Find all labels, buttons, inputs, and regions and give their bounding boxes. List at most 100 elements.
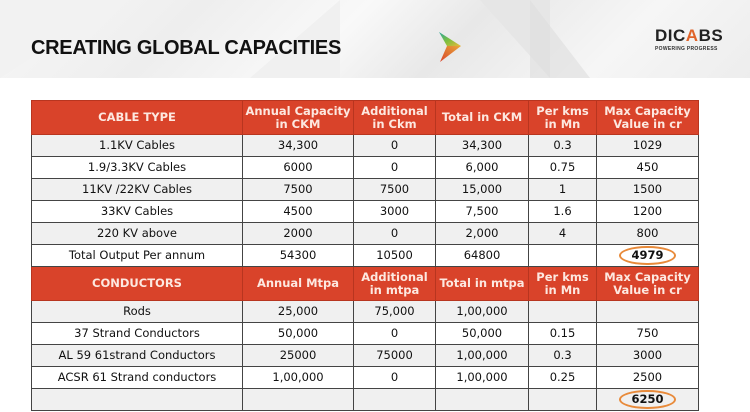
cell: 0.75 [528,156,597,179]
cell: 33KV Cables [31,200,243,223]
cell: 1.6 [528,200,597,223]
multicolor-arrow-icon [439,32,461,62]
col-header: Max Capacity Value in cr [596,266,699,301]
capacity-table: CABLE TYPE Annual Capacity in CKM Additi… [31,100,699,411]
cell [435,388,529,411]
cell: 0.25 [528,366,597,389]
col-header: Max Capacity Value in cr [596,100,699,135]
cell: AL 59 61strand Conductors [31,344,243,367]
cell: 7500 [353,178,436,201]
banner-facet [250,0,340,78]
cell [31,388,243,411]
cell: 0.3 [528,134,597,157]
cell: 1200 [596,200,699,223]
cell: 1,00,000 [242,366,354,389]
cell: 15,000 [435,178,529,201]
col-header: Annual Mtpa [242,266,354,301]
cell: 11KV /22KV Cables [31,178,243,201]
cell: 4500 [242,200,354,223]
cell: 1.9/3.3KV Cables [31,156,243,179]
cell: 0.15 [528,322,597,345]
cell [596,300,699,323]
cell: 1,00,000 [435,366,529,389]
cell [242,388,354,411]
banner-facet [0,0,120,78]
cell: 4 [528,222,597,245]
col-header: Additional in mtpa [353,266,436,301]
cell: 1029 [596,134,699,157]
cell: 6,000 [435,156,529,179]
col-header: Additional in Ckm [353,100,436,135]
cable-header-row: CABLE TYPE Annual Capacity in CKM Additi… [31,100,699,135]
cell: Rods [31,300,243,323]
cell: 750 [596,322,699,345]
cell [528,300,597,323]
cell: 50,000 [242,322,354,345]
cell [353,388,436,411]
cell: 7,500 [435,200,529,223]
slide-title: CREATING GLOBAL CAPACITIES [31,37,341,59]
cell: 4979 [596,244,699,267]
table-row: 33KV Cables 4500 3000 7,500 1.6 1200 [31,200,699,223]
cell: 54300 [242,244,354,267]
table-row: AL 59 61strand Conductors 25000 75000 1,… [31,344,699,367]
brand-tagline: POWERING PROGRESS [655,46,718,52]
cell: 0 [353,222,436,245]
cell: 64800 [435,244,529,267]
cell: 0 [353,322,436,345]
cell: 2500 [596,366,699,389]
cell: 800 [596,222,699,245]
cell: 1 [528,178,597,201]
cell: 75000 [353,344,436,367]
cell: 2000 [242,222,354,245]
cell: 50,000 [435,322,529,345]
cell: 0 [353,134,436,157]
cell: ACSR 61 Strand conductors [31,366,243,389]
cell: 6000 [242,156,354,179]
cell: 10500 [353,244,436,267]
cell: 37 Strand Conductors [31,322,243,345]
table-row: 37 Strand Conductors 50,000 0 50,000 0.1… [31,322,699,345]
cell: 25000 [242,344,354,367]
cell: 25,000 [242,300,354,323]
brand-name: DICABS [655,26,724,45]
cell [528,244,597,267]
table-row: Rods 25,000 75,000 1,00,000 [31,300,699,323]
company-logo: DICABS POWERING PROGRESS [655,26,724,53]
col-header: CABLE TYPE [31,100,243,135]
conductor-header-row: CONDUCTORS Annual Mtpa Additional in mtp… [31,266,699,301]
cell: 7500 [242,178,354,201]
header-banner [0,0,750,78]
table-row: 1.1KV Cables 34,300 0 34,300 0.3 1029 [31,134,699,157]
cell: 3000 [353,200,436,223]
table-row: 11KV /22KV Cables 7500 7500 15,000 1 150… [31,178,699,201]
cell: 34,300 [435,134,529,157]
cell: 0.3 [528,344,597,367]
cell: 0 [353,366,436,389]
cable-total-row: Total Output Per annum 54300 10500 64800… [31,244,699,267]
cell: 3000 [596,344,699,367]
col-header: Total in CKM [435,100,529,135]
cell: 220 KV above [31,222,243,245]
conductor-total-value: 6250 [619,390,676,409]
cell: 6250 [596,388,699,411]
col-header: Per kms in Mn [528,100,597,135]
cable-total-value: 4979 [619,246,676,265]
banner-facet [530,0,590,78]
cell: Total Output Per annum [31,244,243,267]
cell: 1,00,000 [435,344,529,367]
cell: 75,000 [353,300,436,323]
cell: 0 [353,156,436,179]
table-row: 1.9/3.3KV Cables 6000 0 6,000 0.75 450 [31,156,699,179]
cell: 450 [596,156,699,179]
cell: 2,000 [435,222,529,245]
col-header: CONDUCTORS [31,266,243,301]
cell: 1,00,000 [435,300,529,323]
cell: 1.1KV Cables [31,134,243,157]
col-header: Total in mtpa [435,266,529,301]
cell [528,388,597,411]
conductor-total-row: 6250 [31,388,699,411]
col-header: Per kms in Mn [528,266,597,301]
table-row: ACSR 61 Strand conductors 1,00,000 0 1,0… [31,366,699,389]
table-row: 220 KV above 2000 0 2,000 4 800 [31,222,699,245]
